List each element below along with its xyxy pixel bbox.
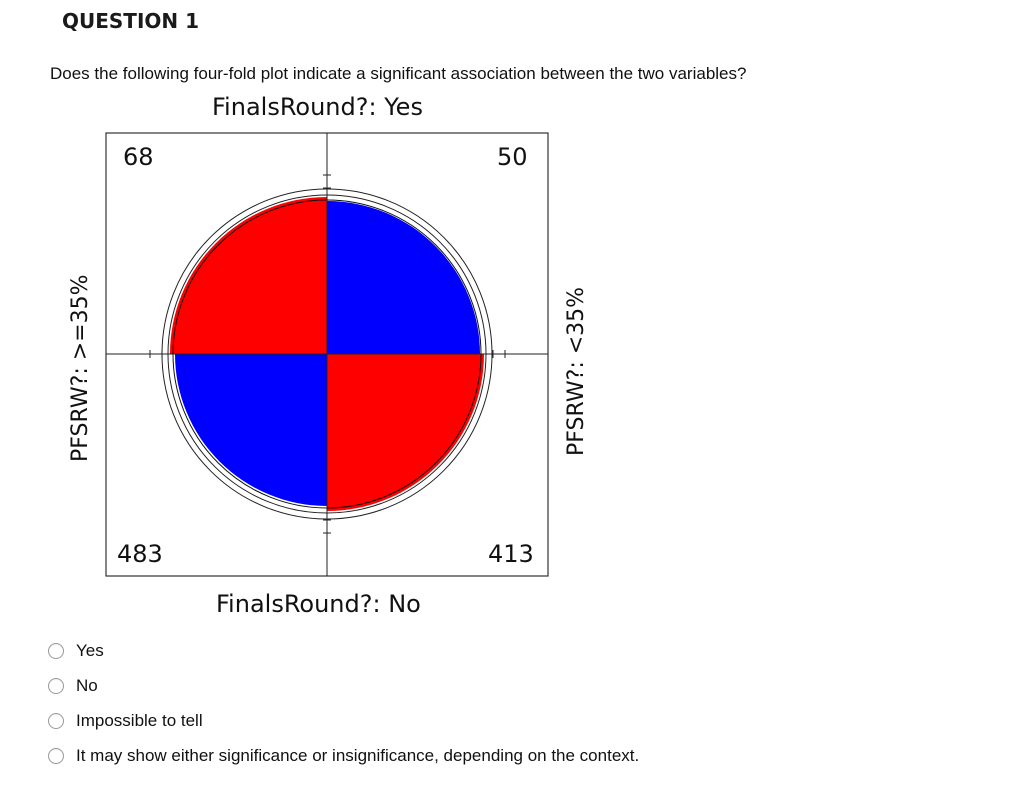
option-label: Impossible to tell (76, 710, 203, 730)
option-label: Yes (76, 640, 104, 660)
fourfold-plot-graphic (105, 132, 549, 577)
radio-button[interactable] (48, 747, 64, 764)
option-depends[interactable]: It may show either significance or insig… (48, 738, 639, 773)
axis-ticks (149, 174, 506, 534)
option-yes[interactable]: Yes (48, 633, 639, 668)
question-text: Does the following four-fold plot indica… (50, 64, 747, 83)
count-top-left: 68 (123, 143, 154, 171)
bottom-axis-label: FinalsRound?: No (216, 590, 421, 618)
count-bottom-right: 413 (488, 540, 534, 568)
fourfold-plot: FinalsRound?: Yes FinalsRound?: No PFSRW… (68, 93, 589, 618)
answer-options: Yes No Impossible to tell It may show ei… (48, 633, 639, 773)
option-impossible[interactable]: Impossible to tell (48, 703, 639, 738)
radio-button[interactable] (48, 712, 64, 729)
question-header: QUESTION 1 (62, 9, 200, 33)
option-label: No (76, 675, 98, 695)
quadrant-top-left (170, 197, 327, 354)
left-axis-label: PFSRW?: >=35% (68, 274, 93, 463)
count-top-right: 50 (497, 143, 528, 171)
right-axis-label: PFSRW?: <35% (564, 286, 589, 456)
top-axis-label: FinalsRound?: Yes (212, 93, 423, 121)
option-no[interactable]: No (48, 668, 639, 703)
reference-circle (172, 199, 482, 509)
option-label: It may show either significance or insig… (76, 745, 640, 765)
radio-button[interactable] (48, 677, 64, 694)
confidence-ring-middle (164, 191, 490, 517)
quadrant-top-right (327, 201, 480, 354)
confidence-ring-outer (161, 188, 493, 520)
count-bottom-left: 483 (117, 540, 163, 568)
plot-frame (105, 132, 549, 577)
confidence-ring-inner (167, 194, 487, 514)
quadrant-bottom-left (175, 354, 327, 506)
quadrant-bottom-right (327, 354, 484, 511)
radio-button[interactable] (48, 642, 64, 659)
